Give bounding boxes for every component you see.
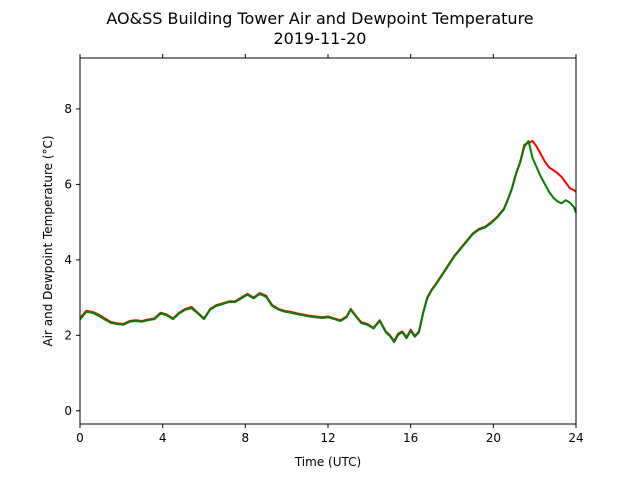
chart-subtitle: 2019-11-20 (274, 29, 367, 48)
x-tick-label: 20 (486, 431, 501, 445)
series-line-1 (79, 140, 577, 344)
y-tick-label: 0 (64, 404, 72, 418)
x-axis-label: Time (UTC) (294, 455, 361, 469)
series-layer (79, 140, 577, 344)
y-tick-label: 2 (64, 328, 72, 342)
plot-frame (79, 57, 577, 425)
series-line-0 (79, 140, 577, 342)
y-tick-label: 8 (64, 102, 72, 116)
y-axis-label: Air and Dewpoint Temperature (°C) (41, 135, 55, 346)
x-tick-label: 4 (159, 431, 167, 445)
x-tick-label: 0 (76, 431, 84, 445)
y-tick-label: 6 (64, 177, 72, 191)
x-tick-label: 8 (242, 431, 250, 445)
x-tick-label: 16 (403, 431, 418, 445)
x-tick-label: 12 (320, 431, 335, 445)
y-tick-label: 4 (64, 253, 72, 267)
x-tick-label: 24 (568, 431, 583, 445)
chart-title: AO&SS Building Tower Air and Dewpoint Te… (106, 9, 533, 28)
